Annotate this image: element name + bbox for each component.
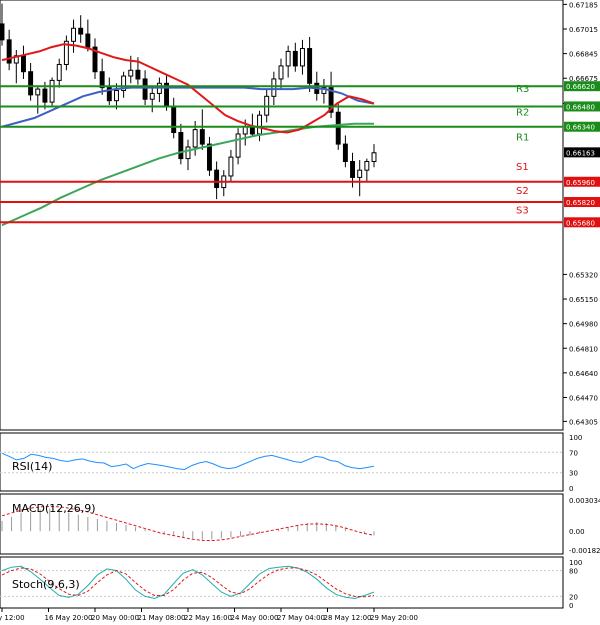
candle-body	[200, 130, 204, 144]
price-tick-label: 0.64305	[569, 418, 598, 426]
candle-body	[179, 133, 183, 159]
candle-body	[29, 72, 33, 95]
candle-body	[308, 49, 312, 84]
level-price-label: 0.66620	[566, 83, 595, 91]
stoch-pane	[0, 557, 563, 608]
price-chart: R3R2R1S1S2S3 0.671850.670150.668450.6667…	[0, 0, 600, 625]
candle-body	[243, 127, 247, 134]
rsi-tick-label: 0	[569, 485, 573, 493]
level-name-r1: R1	[516, 133, 529, 144]
candle-body	[229, 157, 233, 176]
candle-body	[172, 106, 176, 132]
stoch-tick-label: 20	[569, 593, 578, 601]
candle-body	[36, 89, 40, 95]
candle-body	[351, 161, 355, 177]
price-tick-label: 0.65150	[569, 296, 598, 304]
candle-body	[207, 144, 211, 170]
price-tick-label: 0.64640	[569, 370, 598, 378]
level-price-label: 0.65680	[566, 219, 595, 227]
candle-body	[358, 170, 362, 177]
candle-body	[279, 66, 283, 79]
time-tick-label: 22 May 16:00	[184, 614, 232, 622]
candle-body	[143, 79, 147, 99]
price-tick-label: 0.64810	[569, 345, 598, 353]
time-tick-label: 21 May 08:00	[138, 614, 186, 622]
time-tick-label: 29 May 20:00	[370, 614, 418, 622]
candle-body	[86, 34, 90, 47]
rsi-tick-label: 100	[569, 434, 582, 442]
price-tick-label: 0.66845	[569, 51, 598, 59]
time-tick-label: 16 May 20:00	[45, 614, 93, 622]
rsi-label: RSI(14)	[12, 460, 52, 473]
stoch-tick-label: 100	[569, 559, 582, 567]
level-name-s2: S2	[516, 186, 529, 197]
level-price-label: 0.66480	[566, 103, 595, 111]
candle-body	[21, 56, 25, 72]
candle-body	[72, 28, 76, 41]
candle-body	[136, 70, 140, 79]
candle-body	[186, 147, 190, 159]
candle-body	[50, 80, 54, 102]
candle-body	[365, 161, 369, 170]
candle-body	[258, 115, 262, 134]
candle-body	[300, 49, 304, 66]
candle-body	[250, 127, 254, 134]
candle-body	[343, 144, 347, 161]
level-name-s1: S1	[516, 162, 529, 173]
candle-body	[193, 130, 197, 147]
time-tick-label: 20 May 00:00	[91, 614, 139, 622]
candle-body	[336, 112, 340, 144]
macd-tick-label: 0.00	[569, 528, 585, 536]
level-price-label: 0.65820	[566, 199, 595, 207]
time-tick-label: y 12:00	[0, 614, 25, 622]
level-name-r3: R3	[516, 84, 529, 95]
candle-body	[43, 89, 47, 102]
candle-body	[129, 70, 133, 76]
stoch-label: Stoch(9,6,3)	[12, 578, 80, 591]
candle-body	[372, 153, 376, 162]
candle-body	[114, 91, 118, 101]
candle-body	[57, 64, 61, 80]
time-tick-label: 27 May 04:00	[277, 614, 325, 622]
candle-body	[286, 51, 290, 65]
price-tick-label: 0.67185	[569, 1, 598, 9]
rsi-tick-label: 30	[569, 470, 578, 478]
price-tick-label: 0.65320	[569, 271, 598, 279]
time-tick-label: 24 May 00:00	[231, 614, 279, 622]
macd-tick-label: -0.001826	[569, 547, 600, 555]
time-tick-label: 28 May 12:00	[324, 614, 372, 622]
candle-body	[150, 93, 154, 99]
candle-body	[236, 134, 240, 157]
candle-body	[272, 79, 276, 96]
price-tick-label: 0.64980	[569, 321, 598, 329]
candle-body	[79, 28, 83, 34]
stoch-tick-label: 0	[569, 602, 573, 610]
level-name-r2: R2	[516, 107, 529, 118]
level-name-s3: S3	[516, 205, 529, 216]
level-price-label: 0.65960	[566, 179, 595, 187]
stoch-tick-label: 80	[569, 568, 578, 576]
rsi-tick-label: 70	[569, 449, 578, 457]
price-tick-label: 0.64470	[569, 394, 598, 402]
current-price-label: 0.66163	[566, 149, 595, 157]
macd-tick-label: 0.003034	[569, 497, 600, 505]
candle-body	[293, 51, 297, 65]
level-price-label: 0.66340	[566, 124, 595, 132]
candle-body	[0, 24, 4, 40]
candle-body	[215, 170, 219, 187]
macd-label: MACD(12,26,9)	[12, 502, 96, 515]
price-tick-label: 0.67015	[569, 26, 598, 34]
rsi-pane	[0, 433, 563, 491]
